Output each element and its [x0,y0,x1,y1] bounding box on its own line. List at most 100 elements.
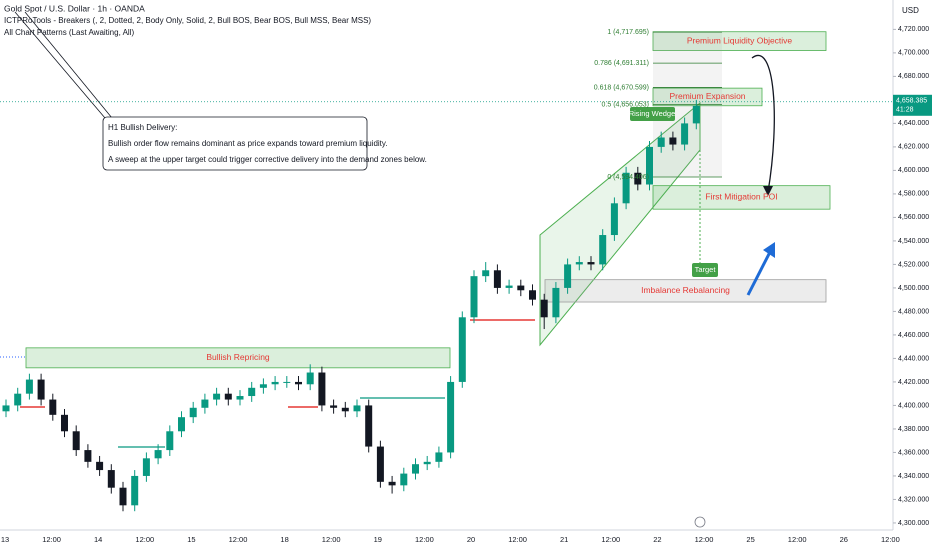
x-tick-label: 14 [94,535,102,544]
drawings-under [0,11,893,512]
candle-body [154,450,162,459]
candle-body [692,105,700,124]
x-tick-label: 21 [560,535,568,544]
x-tick-label: 12:00 [135,535,154,544]
candle-body [248,387,256,397]
candle-body [166,431,174,451]
candle-body [14,393,22,406]
candle-body [330,405,338,408]
y-tick-label: 4,720.000 [898,26,929,33]
y-tick-label: 4,440.000 [898,355,929,362]
x-tick-label: 15 [187,535,195,544]
candle-body [458,317,466,382]
candle-body [447,381,455,453]
candle-body [610,203,618,236]
candle-body [107,470,115,488]
fib-label: 0.618 (4,670.599) [594,84,649,91]
fib-label: 0.5 (4,656.053) [602,101,649,108]
x-tick-label: 12:00 [229,535,248,544]
x-tick-label: 12:00 [601,535,620,544]
y-tick-label: 4,600.000 [898,167,929,174]
candle-body [681,123,689,145]
candle-body [259,384,267,388]
y-tick-label: 4,680.000 [898,73,929,80]
chart-title: Gold Spot / U.S. Dollar · 1h · OANDA [4,3,145,13]
candle-body [529,290,536,300]
x-tick-label: 12:00 [881,535,900,544]
candle-body [622,172,630,204]
zone [544,279,827,303]
event-icon [694,516,706,528]
candle-body [61,414,68,432]
candle-body [564,264,572,288]
candle-body [341,407,349,412]
x-tick-label: 22 [653,535,661,544]
candle-body [96,461,104,471]
candle-body [388,481,396,486]
fib-label: 0 (4,594.406) [607,174,649,181]
candle-body [540,299,548,318]
y-tick-label: 4,520.000 [898,261,929,268]
candle-body [295,381,302,385]
candle-body [213,393,221,400]
candle-body [423,461,431,465]
candle-body [517,285,525,291]
candle-body [412,464,419,474]
zone-label: Bullish Repricing [206,352,270,362]
x-tick-label: 12:00 [42,535,61,544]
candle-body [236,396,244,400]
y-tick-label: 4,700.000 [898,50,929,57]
candle-body [599,235,607,265]
candle-body [435,452,443,462]
candle-body [306,372,314,385]
candle-body [505,285,513,288]
candle-body [25,379,33,394]
y-tick-label: 4,460.000 [898,332,929,339]
zone-label: Premium Expansion [669,91,745,101]
x-tick-label: 12:00 [788,535,807,544]
candle-body [283,381,291,383]
note-pointer [14,11,106,119]
y-tick-label: 4,640.000 [898,120,929,127]
y-tick-label: 4,580.000 [898,191,929,198]
candle-body [400,473,408,486]
y-tick-label: 4,540.000 [898,238,929,245]
currency-label: USD [902,6,919,15]
candle-body [37,379,45,400]
x-tick-label: 12:00 [695,535,714,544]
x-tick-label: 20 [467,535,475,544]
candle-body [178,417,185,432]
last-price-tag [893,94,932,116]
bullish-arrow [746,251,772,296]
indicator-legend: ICTPRoTools - Breakers (, 2, Dotted, 2, … [4,16,371,25]
x-tick-label: 12:00 [508,535,527,544]
candle-body [634,172,642,185]
x-tick-label: 13 [1,535,9,544]
candle-body [189,407,197,418]
last-price-label: 4,658.385 [896,98,927,105]
candle-body [131,475,139,506]
x-tick-label: 19 [374,535,382,544]
candle-body [646,146,653,185]
candle-body [224,393,232,400]
candle-body [84,450,92,462]
candle-body [49,399,57,415]
y-tick-label: 4,560.000 [898,214,929,221]
candle-body [376,446,384,482]
candle-body [271,381,279,385]
countdown: 41:28 [896,107,914,114]
pattern-label-box [630,107,675,121]
fib-label: 0.786 (4,691.311) [594,60,649,67]
candle-body [493,270,501,288]
candle-body [142,458,150,476]
zone [652,185,831,210]
pattern-label: Rising Wedge [629,109,676,118]
candle-body [470,276,478,318]
fib-label: 1 (4,717.695) [607,29,649,36]
retrace-arrow [751,54,775,193]
y-tick-label: 4,480.000 [898,308,929,315]
arrow-head [763,186,773,196]
x-tick-label: 18 [280,535,288,544]
y-tick-label: 4,360.000 [898,449,929,456]
note-line: Bullish order flow remains dominant as p… [108,139,388,148]
